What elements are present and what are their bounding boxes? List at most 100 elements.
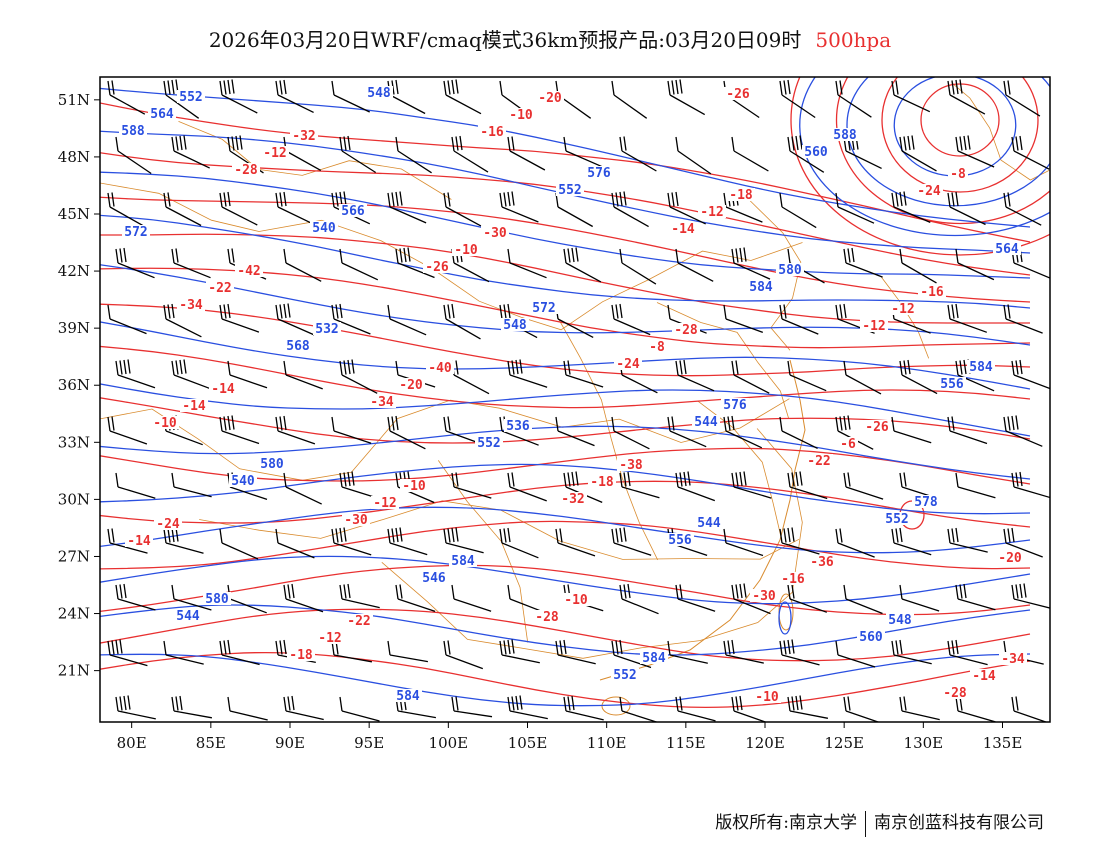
wind-barb-shaft (1013, 598, 1050, 609)
wind-barb-feather (115, 696, 119, 712)
wind-barb-feather (679, 360, 683, 375)
lat-tick-label: 24N (58, 605, 90, 623)
wind-barb-feather (279, 640, 283, 655)
wind-barb-feather (283, 584, 287, 600)
wind-barb-feather (395, 472, 399, 488)
isotherm-line (100, 564, 1031, 616)
wind-barb-feather (223, 192, 227, 207)
wind-barb-feather (955, 527, 959, 543)
wind-barb-shaft (173, 374, 211, 390)
wind-barb-feather (835, 304, 839, 320)
temp-label-bg (481, 226, 509, 239)
wind-barb-feather (899, 527, 903, 543)
wind-barb-shaft (509, 486, 547, 502)
wind-barb-feather (843, 696, 847, 712)
wind-barb-shaft (677, 710, 716, 722)
wind-barb-feather (895, 80, 899, 95)
wind-barb-feather (731, 415, 735, 431)
isotherm-line (100, 480, 1031, 528)
temp-label-bg (669, 222, 697, 235)
wind-barb-feather (343, 584, 347, 599)
height-label: 552 (613, 668, 636, 683)
wind-barb-shaft (277, 430, 316, 445)
wind-barb-feather (455, 79, 459, 94)
low-height-ring (799, 77, 1050, 237)
wind-barb-shaft (557, 430, 595, 447)
temp-label-bg (724, 87, 752, 100)
low-isotherm-ring (835, 77, 1050, 225)
wind-barb-feather (175, 136, 179, 151)
temp-label-bg (863, 420, 891, 433)
wind-barb-feather (1003, 304, 1007, 320)
temp-label-bg (235, 264, 263, 277)
wind-barb-feather (563, 360, 567, 376)
wind-barb-feather (675, 584, 679, 600)
wind-barb-feather (843, 248, 847, 264)
wind-barb-feather (343, 136, 347, 151)
wind-barb-feather (955, 584, 959, 600)
wind-barb-feather (791, 696, 795, 711)
wind-barb-feather (1007, 80, 1011, 95)
wind-barb-feather (1023, 583, 1027, 598)
temp-label: -14 (127, 534, 151, 549)
wind-barb-feather (667, 640, 671, 656)
wind-barb-feather (675, 191, 679, 207)
wind-barb-feather (559, 528, 563, 543)
wind-barb-shaft (1005, 206, 1042, 226)
wind-barb-shaft (285, 150, 322, 171)
temp-label: -32 (561, 492, 584, 507)
geopotential-height-contours (100, 77, 1050, 707)
wind-barb-feather (395, 360, 399, 376)
wind-barb-shaft (613, 94, 648, 119)
wind-barb-shaft (621, 150, 657, 172)
temp-label-bg (397, 378, 425, 391)
low-isotherm-ring (920, 83, 1000, 157)
wind-barb-feather (123, 583, 127, 599)
wind-barb-feather (955, 696, 959, 712)
wind-barb-shaft (445, 206, 482, 227)
wind-barb-feather (571, 471, 575, 487)
wind-barb-feather (511, 136, 515, 151)
height-contour-line (100, 383, 1031, 437)
wind-barb-feather (227, 191, 231, 207)
wind-barb-feather (283, 472, 287, 488)
wind-barb-feather (619, 136, 623, 152)
lat-tick-label: 30N (58, 490, 90, 508)
wind-barb-feather (275, 304, 279, 320)
wind-barb-shaft (333, 318, 371, 335)
height-label-bg (857, 630, 885, 643)
wind-barb-feather (399, 527, 403, 542)
wind-barb-feather (783, 304, 787, 319)
wind-barb-shaft (1013, 150, 1050, 170)
wind-barb-feather (451, 696, 455, 712)
temp-label: -22 (807, 454, 830, 469)
wind-barb-feather (787, 584, 791, 600)
temp-label: -26 (865, 420, 889, 435)
wind-barb-feather (339, 527, 343, 543)
wind-barb-feather (171, 248, 175, 264)
wind-barb-feather (955, 303, 959, 319)
wind-barb-shaft (613, 654, 652, 669)
wind-barb-feather (623, 472, 627, 487)
wind-barb-feather (115, 136, 119, 152)
wind-barb-feather (163, 80, 167, 96)
wind-barb-shaft (389, 318, 427, 336)
lon-tick-label: 120E (745, 734, 785, 752)
wind-barb-shaft (677, 262, 714, 282)
height-label: 552 (179, 90, 202, 105)
wind-barb-feather (683, 471, 687, 487)
wind-barb-feather (899, 584, 903, 600)
temp-label: -16 (480, 125, 504, 140)
height-label: 552 (558, 183, 581, 198)
temp-label-bg (559, 492, 587, 505)
height-label-bg (912, 495, 940, 508)
lat-tick-label: 45N (58, 205, 90, 223)
wind-barb-feather (1007, 528, 1011, 543)
wind-barb-feather (679, 472, 683, 487)
wind-barb-feather (507, 136, 511, 152)
height-contour-line (100, 130, 1031, 254)
wind-barb-feather (111, 640, 115, 655)
temp-label: -20 (399, 378, 423, 393)
temp-label-bg (948, 167, 968, 180)
wind-barb-feather (127, 695, 131, 710)
